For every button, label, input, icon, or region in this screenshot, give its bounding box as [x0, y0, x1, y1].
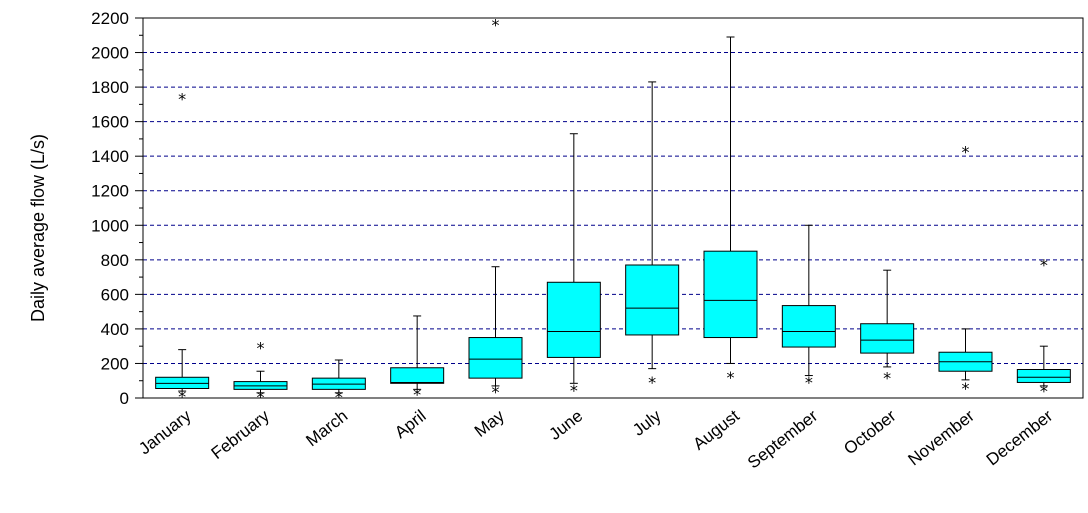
y-tick-label: 1000 [91, 216, 129, 235]
outlier-marker: * [1040, 256, 1048, 275]
outlier-marker: * [962, 142, 970, 161]
box-iqr [468, 337, 523, 379]
y-tick-label: 2200 [91, 9, 129, 28]
y-tick-label: 1400 [91, 147, 129, 166]
x-tick-label: July [629, 406, 665, 440]
box-iqr [781, 305, 836, 348]
x-tick-label: June [546, 406, 587, 444]
outlier-marker: * [962, 379, 970, 398]
y-axis-ticks: 0 200 400 600 800 1000 1200 1400 1600 1800 2000 220… [91, 9, 143, 408]
outlier-marker: * [570, 381, 578, 400]
boxes: ***** * *** * * * ***** [155, 15, 1071, 407]
box-june: * [546, 133, 601, 400]
y-tick-label: 0 [120, 389, 129, 408]
outlier-marker: * [648, 373, 656, 392]
y-tick-label: 200 [101, 354, 129, 373]
outlier-marker: * [492, 15, 500, 34]
outlier-marker: * [257, 388, 265, 407]
x-axis-labels: January February March April May June July Augu… [135, 406, 1056, 472]
outlier-marker: * [727, 368, 735, 387]
box-august: * [703, 36, 758, 387]
y-tick-label: 800 [101, 251, 129, 270]
box-july: * [625, 81, 680, 392]
x-tick-label: August [690, 406, 744, 454]
box-october: * [860, 269, 915, 388]
outlier-marker: * [257, 338, 265, 357]
box-iqr [625, 264, 680, 336]
x-tick-label: October [840, 406, 900, 458]
y-tick-label: 2000 [91, 44, 129, 63]
x-tick-label: February [208, 406, 274, 463]
x-tick-label: September [744, 406, 821, 472]
x-tick-label: January [135, 406, 195, 459]
x-tick-label: May [471, 406, 508, 441]
outlier-marker: * [413, 385, 421, 404]
x-tick-label: April [391, 406, 430, 442]
x-tick-label: December [983, 406, 1057, 469]
box-january: ** [155, 90, 210, 406]
x-tick-label: November [904, 406, 978, 469]
y-tick-label: 1800 [91, 78, 129, 97]
x-tick-label: March [302, 406, 351, 450]
box-iqr [1016, 369, 1071, 383]
y-tick-label: 400 [101, 320, 129, 339]
box-may: ** [468, 15, 523, 402]
box-december: ** [1016, 256, 1071, 401]
outlier-marker: * [805, 373, 813, 392]
box-february: ** [233, 338, 288, 407]
outlier-marker: * [335, 388, 343, 407]
y-tick-label: 1600 [91, 113, 129, 132]
y-axis-title: Daily average flow (L/s) [28, 134, 48, 322]
box-iqr [390, 367, 445, 384]
box-april: * [390, 315, 445, 404]
box-november: ** [938, 142, 993, 398]
y-tick-label: 1200 [91, 182, 129, 201]
plot-frame [142, 17, 1084, 399]
y-tick-label: 600 [101, 285, 129, 304]
outlier-marker: * [492, 383, 500, 402]
outlier-marker: * [1040, 382, 1048, 401]
box-september: * [781, 224, 836, 392]
box-iqr [703, 250, 758, 339]
box-iqr [860, 323, 915, 354]
outlier-marker: * [178, 90, 186, 109]
box-iqr [546, 281, 601, 358]
outlier-marker: * [883, 369, 891, 388]
outlier-marker: * [178, 387, 186, 406]
box-march: * [311, 359, 366, 407]
gridlines [143, 52, 1083, 364]
